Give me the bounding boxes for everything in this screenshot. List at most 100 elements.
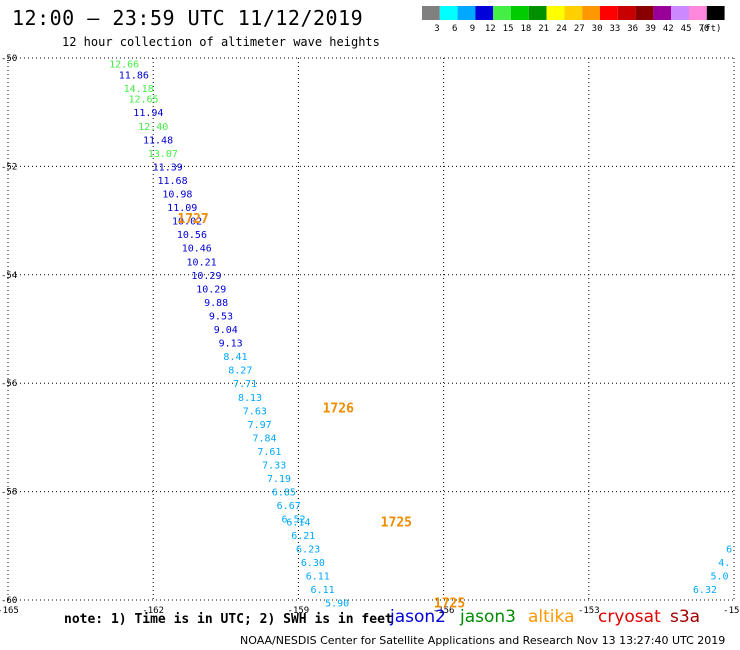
swh-value-label: 7.63	[243, 406, 267, 417]
swh-value-label: 8.13	[238, 393, 262, 404]
satellite-name-s3a: s3a	[670, 607, 701, 627]
swh-value-label: 8.27	[228, 366, 252, 377]
swh-value-label: 11.86	[119, 70, 149, 81]
scale-tick-label: 21	[538, 24, 549, 34]
scale-swatch	[439, 6, 458, 20]
scale-tick-label: 36	[627, 24, 638, 34]
satellite-name-altika: altika	[528, 607, 575, 627]
latitude-tick-label: -50	[1, 54, 17, 64]
swh-value-label: 6.52	[282, 515, 306, 526]
scale-tick-label: 15	[503, 24, 514, 34]
scale-swatch	[706, 6, 725, 20]
scale-tick-label: 42	[663, 24, 674, 34]
swh-value-label: 6.32	[693, 585, 717, 596]
swh-value-label: 10.46	[182, 244, 212, 255]
swh-value-label: 10.98	[162, 190, 192, 201]
swh-value-label: 4.	[718, 558, 730, 569]
longitude-tick-label: -165	[0, 606, 19, 616]
longitude-tick-label: -150	[723, 606, 740, 616]
scale-swatch	[689, 6, 707, 20]
latitude-tick-label: -60	[1, 596, 17, 606]
swh-value-label: 9.04	[214, 325, 238, 336]
swh-value-label: 6.67	[277, 501, 301, 512]
swh-value-label: 11.09	[167, 203, 197, 214]
scale-swatch	[582, 6, 600, 20]
time-labels: 1727 1726 1725 1725	[177, 212, 465, 612]
pass-time-label: 1726	[323, 402, 354, 417]
pass-time-label: 1725	[381, 515, 412, 530]
scale-swatch	[564, 6, 583, 20]
latitude-tick-label: -58	[1, 488, 17, 498]
swh-value-label: 10.29	[191, 271, 221, 282]
swh-value-label: 12.65	[128, 95, 158, 106]
scale-swatch	[671, 6, 689, 20]
swh-value-label: 11.48	[143, 135, 173, 146]
scale-tick-label: 18	[520, 24, 531, 34]
longitude-tick-label: -153	[578, 606, 600, 616]
scale-swatch	[457, 6, 476, 20]
page-subtitle: 12 hour collection of altimeter wave hei…	[62, 35, 380, 49]
latitude-tick-label: -56	[1, 379, 17, 389]
swh-value-label: 6	[726, 545, 732, 556]
credit-line: NOAA/NESDIS Center for Satellite Applica…	[240, 634, 726, 647]
pass-time-label: 1725	[434, 597, 465, 612]
scale-tick-label: 33	[609, 24, 620, 34]
scale-tick-label: 45	[681, 24, 692, 34]
scale-swatch	[422, 6, 440, 20]
longitude-tick-label: -162	[142, 606, 164, 616]
scale-swatch	[475, 6, 494, 20]
scale-unit-label: (ft)	[700, 24, 722, 34]
scale-swatch	[653, 6, 672, 20]
swh-value-label: 7.33	[262, 461, 286, 472]
swh-value-label: 10.02	[172, 217, 202, 228]
swh-value-label: 10.21	[187, 257, 217, 268]
scale-tick-label: 30	[592, 24, 603, 34]
swh-value-label: 7.84	[252, 433, 276, 444]
swh-value-label: 5.0	[710, 572, 728, 583]
swh-value-label: 10.29	[196, 284, 226, 295]
swh-value-label: 6.11	[306, 572, 330, 583]
swh-value-label: 12.40	[138, 122, 168, 133]
scale-tick-label: 24	[556, 24, 567, 34]
satellite-name-jason3: jason3	[460, 607, 516, 627]
swh-value-label: 9.88	[204, 298, 228, 309]
swh-value-label: 12.66	[109, 59, 139, 70]
swh-value-label: 7.19	[267, 474, 291, 485]
scale-swatch	[528, 6, 547, 20]
scale-tick-label: 27	[574, 24, 585, 34]
swh-value-label: 7.71	[233, 379, 257, 390]
swh-value-label: 9.53	[209, 311, 233, 322]
scale-tick-label: 39	[645, 24, 656, 34]
page-title: 12:00 – 23:59 UTC 11/12/2019	[12, 6, 364, 30]
map-axes: -50 -52 -54 -56 -58 -60-165 -162 -159 -156 -153 -1…	[0, 54, 740, 616]
scale-tick-label: 9	[470, 24, 475, 34]
satellite-name-jason2: jason2	[390, 607, 446, 627]
longitude-tick-label: -156	[433, 606, 455, 616]
swh-value-label: 11.94	[133, 108, 163, 119]
map-grid	[7, 57, 735, 601]
swh-value-label: 7.97	[248, 420, 272, 431]
swh-value-label: 5.90	[325, 599, 349, 610]
swh-value-label: 9.13	[219, 339, 243, 350]
scale-swatch	[600, 6, 618, 20]
swh-value-label: 6.23	[296, 545, 320, 556]
color-scale: 3 6 9 12 15 18 21 24 27 30 33 36 39 42 45 70(ft)	[422, 6, 725, 34]
swh-value-label: 10.56	[177, 230, 207, 241]
swh-value-label: 13.07	[148, 149, 178, 160]
swh-value-label: 11.68	[158, 176, 188, 187]
swh-value-label: 7.61	[257, 447, 281, 458]
scale-swatch	[635, 6, 654, 20]
swh-value-label: 11.39	[153, 162, 183, 173]
latitude-tick-label: -54	[1, 271, 17, 281]
scale-swatch	[546, 6, 565, 20]
swh-value-label: 6.30	[301, 558, 325, 569]
latitude-tick-label: -52	[1, 162, 17, 172]
scale-tick-label: 6	[452, 24, 457, 34]
scale-swatch	[617, 6, 636, 20]
longitude-tick-label: -159	[288, 606, 310, 616]
scale-tick-label: 70	[698, 24, 709, 34]
note-text: note: 1) Time is in UTC; 2) SWH is in fe…	[64, 612, 393, 627]
